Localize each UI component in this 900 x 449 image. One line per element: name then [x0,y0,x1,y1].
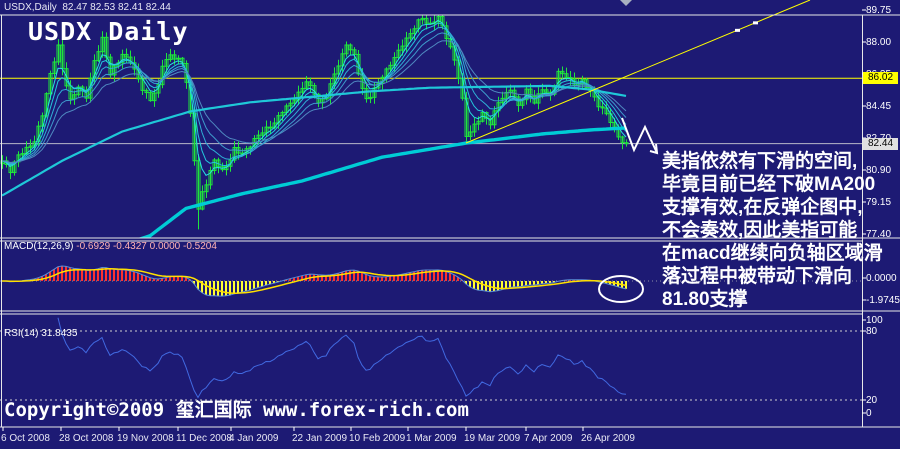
price-level-badge: 86.02 [863,72,898,85]
macd-values: -0.6929 -0.4327 0.0000 -0.5204 [76,241,217,252]
rsi-value: 31.8435 [41,328,78,339]
rsi-tick-label: 80 [866,326,878,337]
scale-tick-marks [2,9,866,431]
rsi-tick-label: 100 [866,315,883,326]
date-tick-label: 10 Feb 2009 [349,433,406,444]
macd-indicator-label: MACD(12,26,9) -0.6929 -0.4327 0.0000 -0.… [4,241,217,252]
annotation-block: 美指依然有下滑的空间, 毕竟目前已经下破MA200 支撑有效,在反弹企图中, 不会奏效… [662,150,900,311]
copyright-text: Copyright©2009 玺汇国际 www.forex-rich.com [4,399,469,421]
date-tick-label: 7 Apr 2009 [524,433,573,444]
trendline-handle[interactable] [735,28,740,32]
date-tick-label: 26 Apr 2009 [581,433,635,444]
macd-highlight-ellipse[interactable] [598,275,644,303]
rsi-tick-label: 20 [866,395,878,406]
trendline[interactable] [465,0,811,144]
rsi-level-lines [0,330,862,401]
date-tick-label: 22 Jan 2009 [292,433,348,444]
ma200-line [137,126,627,238]
price-tick-label: 84.45 [866,101,892,112]
price-tick-label: 80.90 [866,165,892,176]
price-tick-label: 79.15 [866,197,892,208]
chart-watermark-title: USDX Daily [28,17,189,46]
trendline-handle[interactable] [753,21,758,25]
ma100-line [1,84,627,197]
date-tick-label: 28 Oct 2008 [59,433,114,444]
annotation-line: 美指依然有下滑的空间, [662,151,858,172]
down-arrow-annotation[interactable] [621,117,659,155]
pane-frame [0,14,900,428]
rsi-tick-label: 0 [866,408,872,419]
date-tick-label: 1 Mar 2009 [406,433,457,444]
rsi-indicator-label: RSI(14) 31.8435 [4,328,77,339]
rsi-line [57,317,627,399]
date-tick-label: 11 Dec 2008 [176,433,232,444]
annotation-line: 不会奏效,因此美指可能 [662,220,858,241]
macd-name: MACD(12,26,9) [4,241,74,252]
price-tick-label: 77.40 [866,229,892,240]
annotation-line: 支撑有效,在反弹企图中, [662,197,863,218]
price-levels [0,77,862,145]
price-tick-label: 88.00 [866,37,892,48]
price-level-badge: 82.44 [863,137,898,150]
macd-tick-label: 0.0000 [866,273,897,284]
rsi-name: RSI(14) [4,328,39,339]
macd-tick-label: -1.9745 [866,295,900,306]
macd-lines [1,265,627,297]
date-tick-label: 19 Mar 2009 [464,433,521,444]
annotation-line: 毕竟目前已经下破MA200 [662,174,876,195]
annotation-line: 落过程中被带动下滑向 [662,266,853,287]
annotation-line: 81.80支撑 [662,289,748,310]
date-tick-label: 4 Jan 2009 [229,433,279,444]
chart-info-bar: USDX,Daily 82.47 82.53 82.41 82.44 [0,0,900,15]
date-tick-label: 6 Oct 2008 [1,433,50,444]
date-tick-label: 19 Nov 2008 [117,433,174,444]
symbol-quote-line: USDX,Daily 82.47 82.53 82.41 82.44 [4,2,171,13]
price-tick-label: 89.75 [866,5,892,16]
annotation-line: 在macd继续向负轴区域滑 [662,243,883,264]
scroll-position-marker [620,0,632,6]
